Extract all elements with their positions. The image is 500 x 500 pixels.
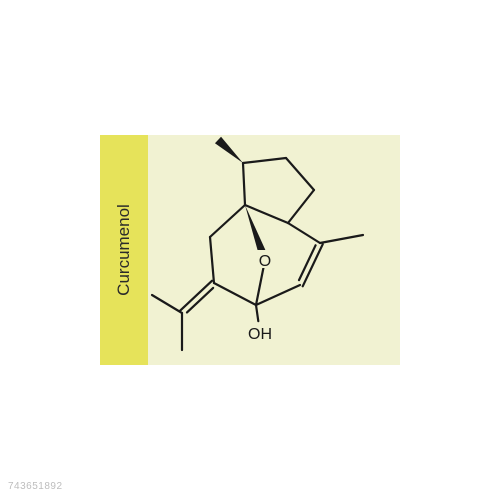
- structure-diagram: O OH: [148, 135, 400, 365]
- svg-text:OH: OH: [248, 326, 272, 343]
- structure-card: Curcumenol O OH: [100, 135, 400, 365]
- diagram-area: O OH: [148, 135, 400, 365]
- watermark-id: 743651892: [8, 481, 63, 492]
- compound-name: Curcumenol: [114, 204, 134, 296]
- label-strip: Curcumenol: [100, 135, 148, 365]
- svg-text:O: O: [259, 253, 271, 270]
